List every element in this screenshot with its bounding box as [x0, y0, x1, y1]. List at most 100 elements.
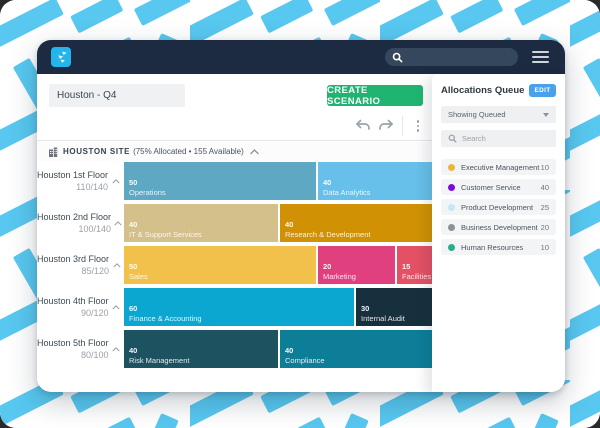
segment-value: 50: [129, 262, 138, 271]
floor-allocation-chart: Houston 1st Floor 110/140 50 Operations 40 Da…: [37, 162, 565, 372]
team-color-dot: [448, 223, 455, 231]
allocation-segment[interactable]: 40 Research & Development: [280, 204, 434, 242]
floor-bars: 40 Risk Management 40 Compliance: [124, 330, 434, 368]
queue-item-value: 10: [540, 162, 549, 172]
queue-item-value: 20: [540, 222, 549, 232]
floor-name: Houston 4th Floor: [37, 296, 109, 306]
floor-capacity: 110/140: [76, 182, 109, 192]
allocation-segment[interactable]: 40 IT & Support Services: [124, 204, 278, 242]
queue-item-label: Customer Service: [461, 182, 521, 192]
floor-label: Houston 5th Floor 80/100: [37, 330, 124, 368]
floor-bars: 50 Operations 40 Data Analytics: [124, 162, 472, 200]
queue-filter-value: Showing Queued: [448, 110, 506, 119]
segment-value: 40: [129, 220, 138, 229]
site-header[interactable]: HOUSTON SITE (75% Allocated • 155 Availa…: [37, 142, 432, 161]
chevron-up-icon: [112, 178, 120, 183]
segment-label: IT & Support Services: [129, 230, 202, 239]
queue-item[interactable]: Customer Service 40: [441, 179, 556, 195]
search-input[interactable]: [385, 48, 518, 66]
chevron-up-icon: [112, 346, 120, 351]
floor-row: Houston 5th Floor 80/100 40 Risk Management…: [37, 330, 565, 368]
floor-capacity: 85/120: [81, 266, 110, 276]
team-color-dot: [448, 243, 455, 251]
allocations-queue-panel: Allocations Queue EDIT Showing Queued Se…: [432, 74, 565, 392]
site-name: HOUSTON SITE: [63, 147, 131, 156]
queue-item[interactable]: Executive Management 10: [441, 159, 556, 175]
team-color-dot: [448, 183, 455, 191]
floor-collapse-toggle[interactable]: [109, 304, 124, 310]
segment-value: 40: [285, 346, 294, 355]
segment-value: 40: [323, 178, 332, 187]
floor-row: Houston 3rd Floor 85/120 50 Sales 20 Marketin…: [37, 246, 565, 284]
undo-arrow-icon[interactable]: [355, 119, 371, 133]
caret-down-icon: [543, 112, 549, 117]
app-window: Houston - Q4 CREATE SCENARIO: [37, 40, 565, 392]
segment-label: Marketing: [323, 272, 356, 281]
queue-item-value: 25: [540, 202, 549, 212]
toolbar: [37, 114, 432, 141]
segment-label: Compliance: [285, 356, 325, 365]
queue-item[interactable]: Human Resources 10: [441, 239, 556, 255]
floor-bars: 50 Sales 20 Marketing 15 Facilities: [124, 246, 455, 284]
floor-name: Houston 1st Floor: [37, 170, 109, 180]
segment-value: 30: [361, 304, 370, 313]
floor-label: Houston 3rd Floor 85/120: [37, 246, 124, 284]
magnifier-icon: [392, 52, 403, 62]
floor-capacity: 100/140: [78, 224, 112, 234]
allocation-segment[interactable]: 40 Risk Management: [124, 330, 278, 368]
segment-value: 60: [129, 304, 138, 313]
queue-item-label: Human Resources: [461, 242, 524, 252]
queue-item[interactable]: Business Development 20: [441, 219, 556, 235]
allocation-segment[interactable]: 50 Operations: [124, 162, 316, 200]
floor-label: Houston 1st Floor 110/140: [37, 162, 124, 200]
queue-item-label: Business Development: [461, 222, 538, 232]
floor-bars: 60 Finance & Accounting 30 Internal Audit: [124, 288, 471, 326]
segment-value: 40: [285, 220, 294, 229]
segment-label: Operations: [129, 188, 166, 197]
segment-value: 40: [129, 346, 138, 355]
floor-capacity: 90/120: [81, 308, 109, 318]
floor-name: Houston 2nd Floor: [37, 212, 112, 222]
scenario-name-input[interactable]: Houston - Q4: [49, 84, 185, 107]
segment-value: 20: [323, 262, 332, 271]
queue-filter-dropdown[interactable]: Showing Queued: [441, 106, 556, 123]
floor-collapse-toggle[interactable]: [108, 178, 124, 184]
allocation-segment[interactable]: 20 Marketing: [318, 246, 395, 284]
queue-panel-title: Allocations Queue: [441, 85, 525, 96]
floor-label: Houston 2nd Floor 100/140: [37, 204, 124, 242]
queue-item[interactable]: Product Development 25: [441, 199, 556, 215]
floor-label: Houston 4th Floor 90/120: [37, 288, 124, 326]
building-icon: [49, 147, 58, 157]
redo-arrow-icon[interactable]: [378, 119, 394, 133]
segment-label: Research & Development: [285, 230, 371, 239]
hamburger-icon[interactable]: [532, 51, 549, 63]
floor-row: Houston 1st Floor 110/140 50 Operations 40 Da…: [37, 162, 565, 200]
team-color-dot: [448, 203, 455, 211]
segment-label: Internal Audit: [361, 314, 405, 323]
chevron-up-icon[interactable]: [250, 148, 259, 155]
edit-button[interactable]: EDIT: [529, 84, 556, 97]
allocation-segment[interactable]: 60 Finance & Accounting: [124, 288, 354, 326]
floor-bars: 40 IT & Support Services 40 Research & Deve…: [124, 204, 434, 242]
queue-search-input[interactable]: Search: [441, 130, 556, 147]
allocation-segment[interactable]: 40 Compliance: [280, 330, 434, 368]
floor-name: Houston 5th Floor: [37, 338, 109, 348]
queue-item-label: Executive Management: [461, 162, 540, 172]
app-logo[interactable]: [51, 47, 71, 67]
vertical-dots-icon[interactable]: [411, 117, 425, 135]
topbar: [37, 40, 565, 74]
floor-row: Houston 2nd Floor 100/140 40 IT & Support S…: [37, 204, 565, 242]
create-scenario-button[interactable]: CREATE SCENARIO: [327, 85, 423, 107]
segment-label: Finance & Accounting: [129, 314, 202, 323]
segment-value: 15: [402, 262, 411, 271]
site-summary: (75% Allocated • 155 Available): [133, 147, 244, 156]
queue-item-label: Product Development: [461, 202, 534, 212]
segment-label: Facilities: [402, 272, 432, 281]
floor-collapse-toggle[interactable]: [109, 346, 124, 352]
floor-collapse-toggle[interactable]: [111, 220, 124, 226]
team-color-dot: [448, 163, 455, 171]
allocation-segment[interactable]: 50 Sales: [124, 246, 316, 284]
flock-logo-icon: [57, 51, 67, 63]
floor-collapse-toggle[interactable]: [109, 262, 124, 268]
